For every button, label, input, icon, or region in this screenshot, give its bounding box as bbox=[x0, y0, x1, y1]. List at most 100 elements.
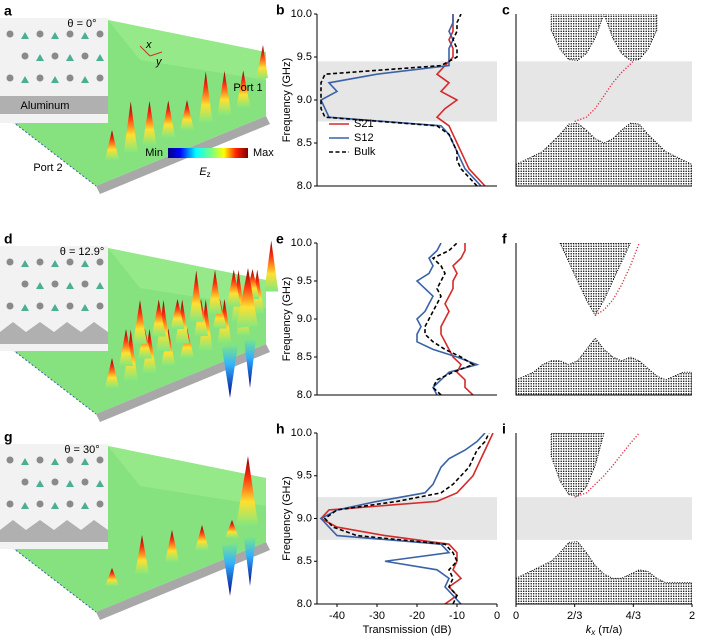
field-trough bbox=[222, 344, 238, 398]
edge-state bbox=[594, 243, 640, 316]
field-peak bbox=[217, 71, 232, 115]
inset-rod bbox=[36, 302, 44, 310]
bulk-band bbox=[550, 433, 605, 497]
field-trough bbox=[222, 542, 238, 596]
inset-rod bbox=[6, 30, 14, 38]
inset-rod bbox=[36, 258, 44, 266]
inset-rod bbox=[6, 456, 14, 464]
inset-triangle bbox=[81, 260, 89, 267]
shaded-band bbox=[516, 497, 692, 540]
series-line bbox=[440, 243, 474, 395]
field-panel: a θ = 0° bbox=[0, 3, 270, 194]
inset-triangle bbox=[81, 32, 89, 39]
field-surface-shade bbox=[108, 248, 266, 308]
colorbar-label-main: E bbox=[199, 166, 207, 178]
inset-triangle bbox=[66, 480, 74, 487]
colorbar-max: Max bbox=[253, 147, 274, 159]
bulk-band bbox=[516, 541, 692, 604]
inset-rod bbox=[66, 74, 74, 82]
x-tick-label: 0 bbox=[513, 610, 519, 622]
field-trough bbox=[244, 536, 256, 586]
axis-line bbox=[515, 14, 692, 187]
plot-area bbox=[516, 433, 692, 604]
field-panel: d θ = 12.9° bbox=[0, 231, 279, 422]
field-peak bbox=[264, 240, 279, 292]
y-tick-label: 8.5 bbox=[297, 137, 312, 149]
field-peak bbox=[133, 300, 147, 344]
plot-area bbox=[319, 433, 494, 604]
field-peak bbox=[119, 329, 133, 366]
colorbar-label: Ez bbox=[199, 166, 210, 179]
inset-rod bbox=[51, 478, 59, 486]
y-axis-label: Frequency (GHz) bbox=[281, 277, 293, 361]
x-axis-label-sub: x bbox=[590, 628, 596, 637]
field-peak bbox=[151, 299, 166, 337]
inset-triangle bbox=[81, 76, 89, 83]
panel-label: b bbox=[276, 2, 285, 18]
field-peak bbox=[256, 45, 268, 80]
inset-triangle bbox=[51, 76, 59, 83]
series-line bbox=[319, 14, 482, 186]
aluminum bbox=[0, 322, 108, 344]
bulk-band bbox=[559, 243, 631, 317]
series-line bbox=[435, 14, 486, 186]
field-trough bbox=[244, 338, 256, 388]
plot-area bbox=[516, 14, 692, 186]
inset-rod bbox=[81, 280, 89, 288]
inset-rod bbox=[21, 280, 29, 288]
field-peak bbox=[189, 270, 204, 322]
inset-rod bbox=[21, 52, 29, 60]
field-peak bbox=[195, 525, 209, 550]
x-axis-label: Transmission (dB) bbox=[363, 624, 452, 636]
port-edge bbox=[0, 339, 97, 415]
series-line bbox=[319, 433, 486, 604]
legend-label: Bulk bbox=[354, 146, 376, 158]
x-tick-label: 4/3 bbox=[626, 610, 641, 622]
edge-state bbox=[574, 60, 634, 123]
series-line bbox=[415, 243, 480, 395]
inset-rod bbox=[66, 456, 74, 464]
field-peak bbox=[135, 535, 149, 574]
inset-rod bbox=[66, 500, 74, 508]
inset-triangle bbox=[21, 458, 29, 465]
field-peak bbox=[226, 269, 241, 307]
inset-triangle bbox=[81, 304, 89, 311]
plot-area bbox=[516, 243, 692, 395]
x-tick-label: -20 bbox=[409, 610, 425, 622]
axis-label: y bbox=[155, 56, 163, 68]
x-tick-label: 0 bbox=[494, 610, 500, 622]
inset-triangle bbox=[81, 502, 89, 509]
inset-rod bbox=[96, 74, 104, 82]
inset-triangle bbox=[21, 32, 29, 39]
axis-line bbox=[515, 243, 692, 396]
inset-triangle bbox=[51, 304, 59, 311]
inset-triangle bbox=[96, 480, 104, 487]
bulk-band bbox=[550, 14, 658, 61]
panel-label: f bbox=[502, 231, 507, 247]
panel-label: h bbox=[276, 421, 285, 437]
inset-rod bbox=[96, 456, 104, 464]
field-peak bbox=[236, 456, 258, 526]
y-tick-label: 8.0 bbox=[297, 389, 312, 401]
inset-triangle bbox=[66, 282, 74, 289]
inset-rod bbox=[6, 500, 14, 508]
series-line bbox=[424, 243, 475, 395]
panel-label: e bbox=[276, 231, 284, 247]
field-peak bbox=[236, 70, 251, 108]
x-axis-label: kx (π/a) bbox=[586, 624, 623, 637]
field-panels: a θ = 0° d θ = 12.9° g θ = 30° bbox=[0, 3, 279, 620]
inset-rod bbox=[81, 52, 89, 60]
field-peak bbox=[161, 100, 176, 138]
y-tick-label: 9.5 bbox=[297, 470, 312, 482]
colorbar bbox=[168, 148, 248, 158]
bulk-band bbox=[516, 122, 692, 186]
series-line bbox=[320, 14, 478, 186]
y-axis-label: Frequency (GHz) bbox=[281, 476, 293, 560]
inset-triangle bbox=[21, 304, 29, 311]
port-edge bbox=[0, 111, 97, 187]
field-peak bbox=[170, 299, 185, 329]
axis-line bbox=[316, 243, 497, 396]
inset-rod bbox=[66, 30, 74, 38]
axis-line bbox=[515, 433, 692, 605]
field-peak bbox=[198, 71, 213, 123]
